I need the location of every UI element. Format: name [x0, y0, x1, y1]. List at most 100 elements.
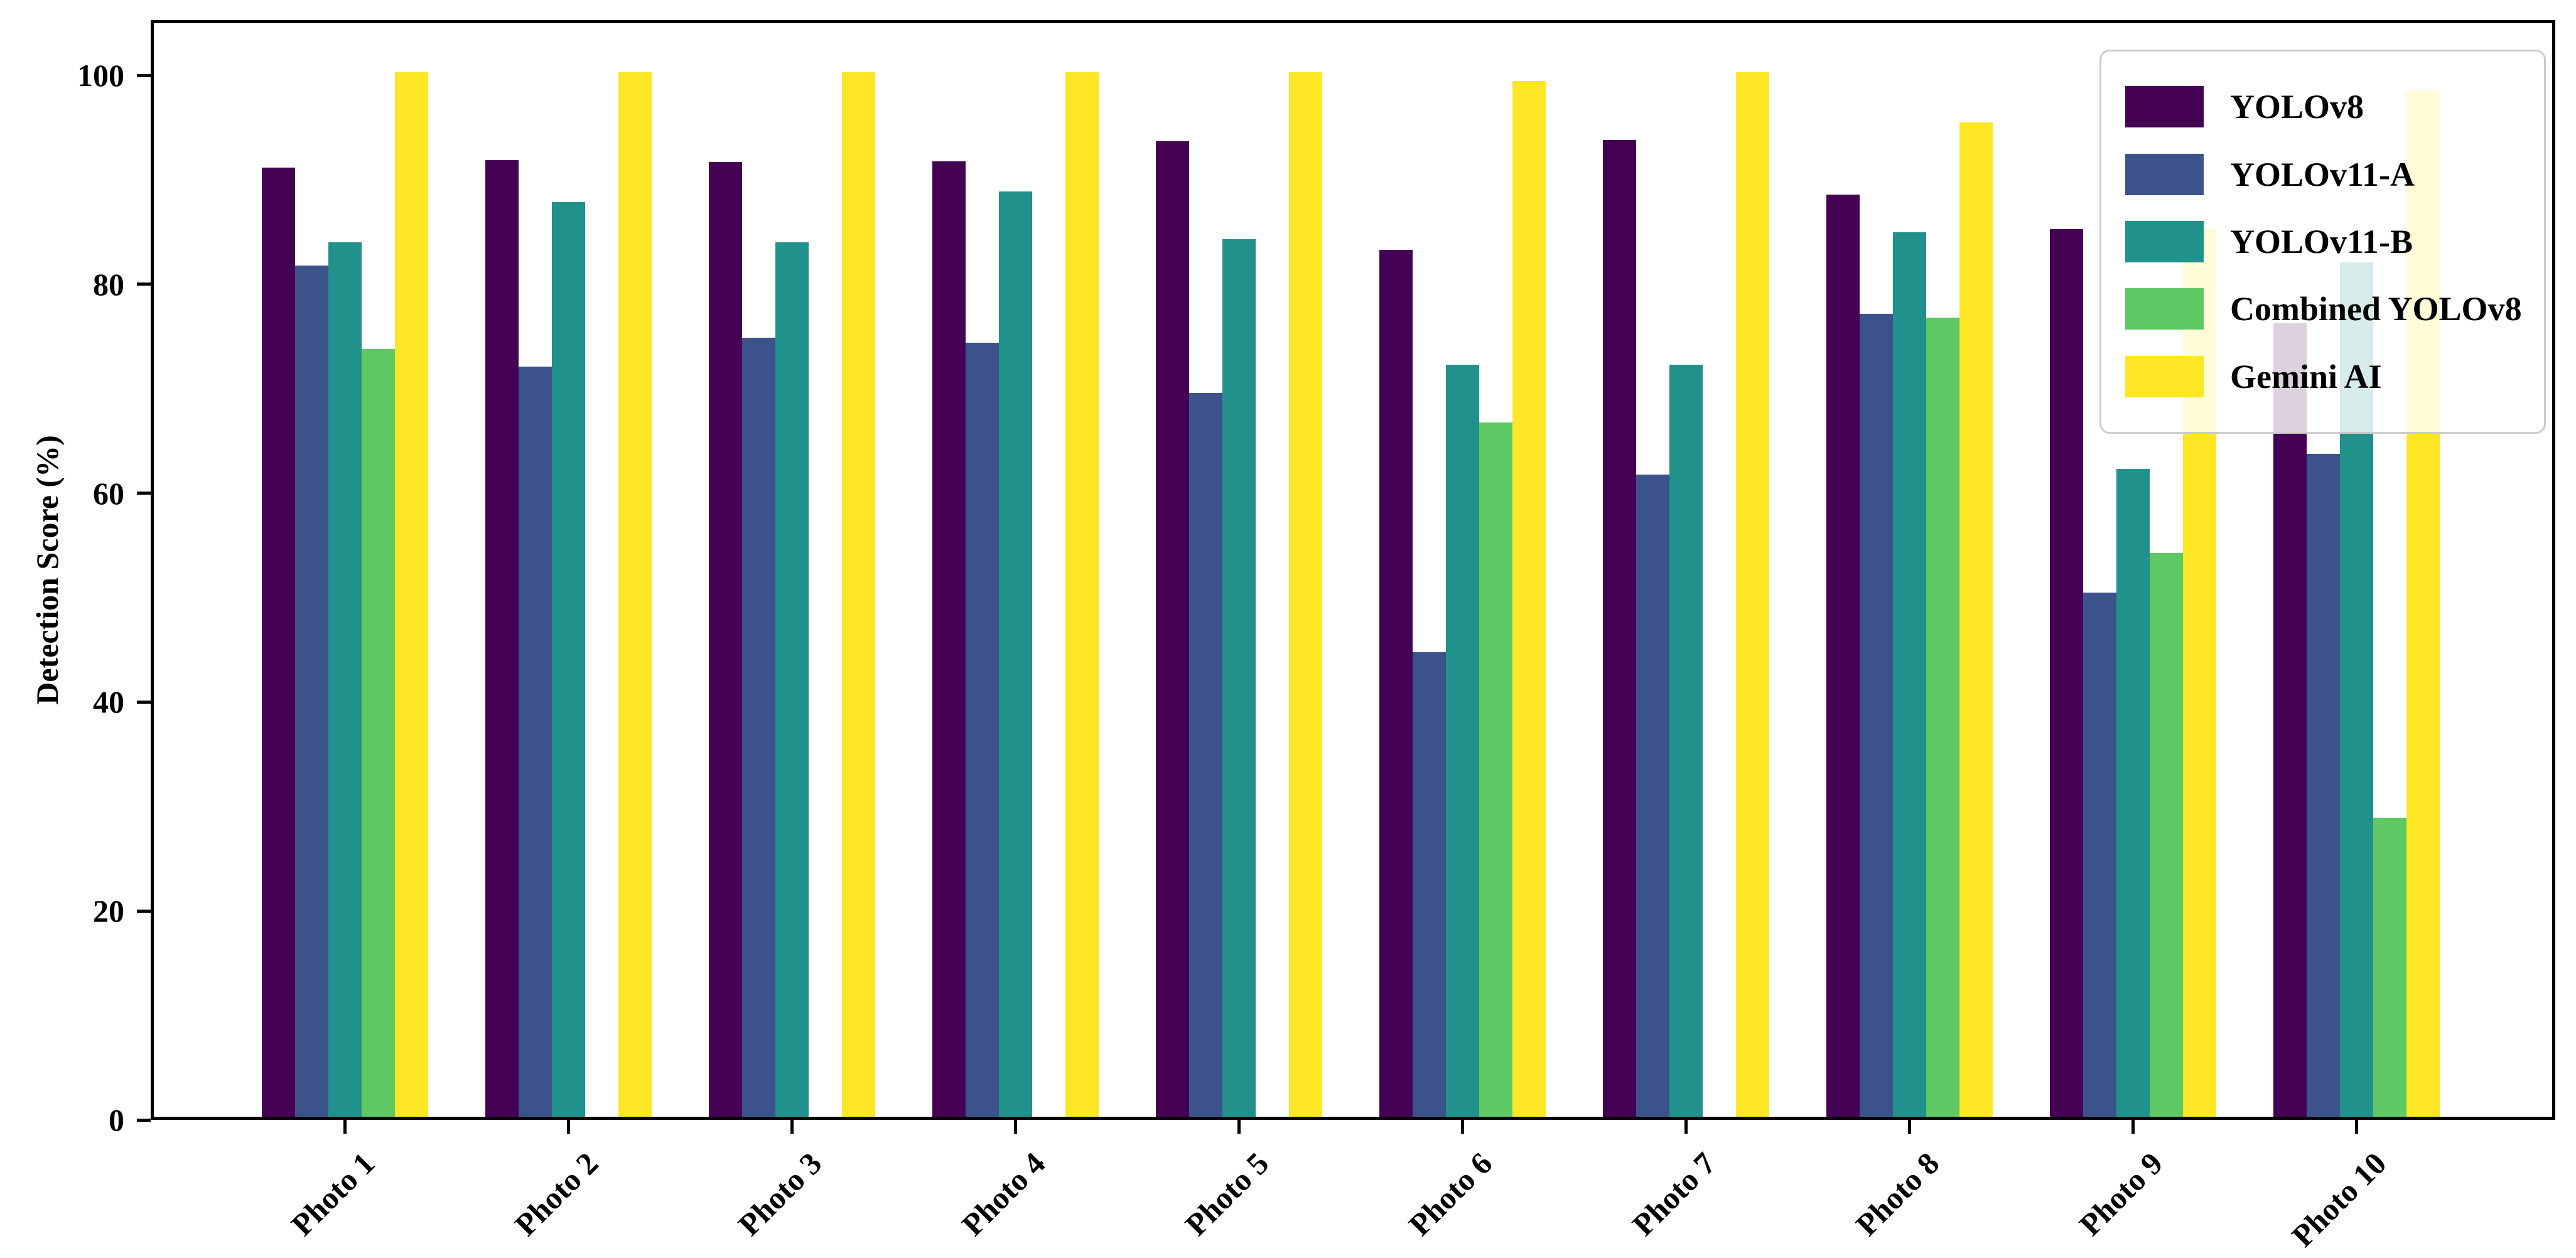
- y-tick-label: 80: [93, 266, 124, 302]
- bar: [261, 167, 295, 1117]
- bar: [2373, 818, 2406, 1117]
- x-tick-label: Photo 9: [2072, 1145, 2170, 1243]
- legend-swatch: [2125, 153, 2204, 195]
- legend-item: YOLOv8: [2125, 86, 2520, 128]
- bar: [518, 367, 552, 1117]
- legend-label: YOLOv8: [2230, 88, 2364, 126]
- bar: [2306, 453, 2340, 1117]
- x-tick-label: Photo 2: [507, 1145, 605, 1243]
- y-tick-label: 40: [93, 684, 124, 720]
- bar: [1188, 393, 1222, 1117]
- bar-group-5: [1155, 17, 1322, 1117]
- legend-swatch: [2125, 288, 2204, 330]
- y-tick-label: 0: [109, 1102, 124, 1137]
- bar: [618, 72, 652, 1117]
- x-tick-mark: [1684, 1120, 1688, 1134]
- bar: [1479, 422, 1512, 1117]
- bar: [328, 242, 362, 1117]
- x-tick-label: Photo 7: [1625, 1145, 1723, 1243]
- legend: YOLOv8 YOLOv11-A YOLOv11-B Combined YOLOv8 G…: [2099, 50, 2546, 434]
- legend-swatch: [2125, 220, 2204, 262]
- bar: [1445, 365, 1479, 1117]
- x-tick-mark: [2354, 1120, 2358, 1134]
- x-tick-mark: [1460, 1120, 1464, 1134]
- legend-swatch: [2125, 355, 2204, 397]
- bar: [1412, 652, 1446, 1117]
- bar: [2049, 228, 2083, 1117]
- x-tick-label: Photo 3: [731, 1145, 829, 1243]
- bar: [1926, 318, 1959, 1117]
- bar: [1892, 232, 1926, 1117]
- x-tick-mark: [1907, 1120, 1911, 1134]
- y-tick-label: 60: [93, 475, 124, 511]
- bar: [1636, 474, 1669, 1117]
- bar: [394, 72, 428, 1117]
- bar-group-7: [1602, 17, 1769, 1117]
- bar: [1735, 72, 1769, 1117]
- bar: [1222, 239, 1256, 1117]
- bar: [708, 162, 742, 1117]
- bar: [2149, 552, 2183, 1117]
- legend-item: YOLOv11-B: [2125, 220, 2520, 262]
- bar-group-2: [485, 17, 652, 1117]
- bar-group-1: [261, 17, 428, 1117]
- bars-layer: [154, 23, 2552, 1117]
- y-tick-label: 100: [77, 58, 124, 94]
- bar: [1602, 140, 1636, 1117]
- plot-area: YOLOv8 YOLOv11-A YOLOv11-B Combined YOLOv8 G…: [151, 20, 2555, 1120]
- y-tick-mark: [137, 909, 151, 913]
- bar: [2116, 469, 2150, 1117]
- bar: [2083, 592, 2116, 1117]
- bar: [1859, 313, 1893, 1117]
- legend-label: Gemini AI: [2230, 357, 2382, 395]
- bar: [1288, 72, 1322, 1117]
- y-tick-mark: [137, 1118, 151, 1122]
- legend-label: Combined YOLOv8: [2230, 290, 2522, 328]
- bar: [2273, 323, 2307, 1117]
- bar: [1155, 141, 1189, 1117]
- x-tick-label: Photo 8: [1848, 1145, 1946, 1243]
- x-tick-label: Photo 6: [1401, 1145, 1499, 1243]
- bar: [932, 161, 966, 1117]
- bar: [741, 337, 775, 1117]
- bar: [1379, 250, 1413, 1117]
- bar: [294, 266, 328, 1117]
- y-tick-mark: [137, 700, 151, 704]
- bar: [1065, 72, 1099, 1117]
- x-tick-mark: [2131, 1120, 2135, 1134]
- x-tick-mark: [1237, 1120, 1241, 1134]
- bar: [965, 343, 999, 1117]
- bar-group-4: [932, 17, 1099, 1117]
- x-tick-mark: [790, 1120, 794, 1134]
- legend-swatch: [2125, 86, 2204, 128]
- legend-label: YOLOv11-A: [2230, 155, 2415, 193]
- bar-group-6: [1379, 17, 1546, 1117]
- bar: [361, 349, 395, 1117]
- bar: [775, 242, 809, 1117]
- bar-group-3: [708, 17, 875, 1117]
- y-tick-mark: [137, 282, 151, 286]
- y-tick-label: 20: [93, 893, 124, 929]
- legend-item: YOLOv11-A: [2125, 153, 2520, 195]
- y-tick-mark: [137, 73, 151, 77]
- bar: [1669, 365, 1703, 1117]
- bar: [485, 159, 519, 1117]
- x-tick-mark: [343, 1120, 347, 1134]
- bar: [841, 72, 875, 1117]
- legend-item: Gemini AI: [2125, 355, 2520, 397]
- bar: [551, 202, 585, 1117]
- bar-group-8: [1826, 17, 1993, 1117]
- y-tick-mark: [137, 492, 151, 495]
- legend-item: Combined YOLOv8: [2125, 288, 2522, 330]
- x-tick-mark: [566, 1120, 570, 1134]
- legend-label: YOLOv11-B: [2230, 222, 2413, 261]
- bar: [1512, 80, 1546, 1117]
- x-tick-label: Photo 5: [1178, 1145, 1276, 1243]
- x-tick-label: Photo 4: [954, 1145, 1052, 1243]
- x-tick-label: Photo 10: [2285, 1145, 2393, 1254]
- bar: [1959, 122, 1993, 1117]
- bar: [998, 191, 1032, 1117]
- bar: [1826, 194, 1860, 1117]
- x-tick-mark: [1013, 1120, 1017, 1134]
